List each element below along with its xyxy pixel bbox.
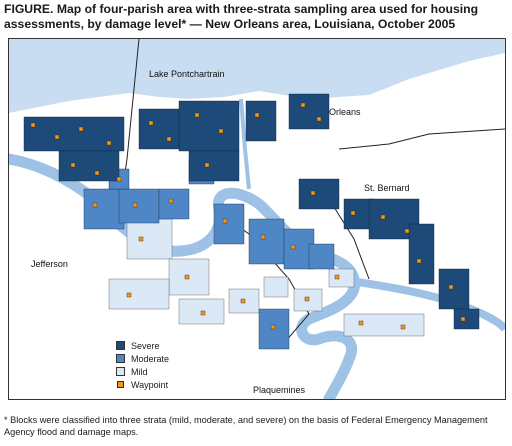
label-st-bernard: St. Bernard xyxy=(364,183,410,193)
legend-label-moderate: Moderate xyxy=(131,353,170,364)
legend-label-mild: Mild xyxy=(131,366,148,377)
legend-item-severe: Severe xyxy=(116,339,169,352)
map-svg: Lake Pontchartrain Orleans St. Bernard J… xyxy=(9,39,505,399)
legend-label-severe: Severe xyxy=(131,340,160,351)
waypoints xyxy=(30,102,466,330)
map-panel: Lake Pontchartrain Orleans St. Bernard J… xyxy=(8,38,506,400)
mild-swatch xyxy=(116,367,125,376)
label-orleans: Orleans xyxy=(329,107,361,117)
label-lake-pontchartrain: Lake Pontchartrain xyxy=(149,69,225,79)
legend-label-waypoint: Waypoint xyxy=(131,379,169,390)
figure-title: FIGURE. Map of four-parish area with thr… xyxy=(4,2,479,31)
severe-blocks xyxy=(23,93,480,330)
moderate-swatch xyxy=(116,354,125,363)
legend-item-mild: Mild xyxy=(116,365,169,378)
label-plaquemines: Plaquemines xyxy=(253,385,306,395)
legend-item-moderate: Moderate xyxy=(116,352,169,365)
legend-item-waypoint: Waypoint xyxy=(116,378,169,391)
map-legend: Severe Moderate Mild Waypoint xyxy=(116,339,170,391)
severe-swatch xyxy=(116,341,125,350)
label-jefferson: Jefferson xyxy=(31,259,68,269)
lake-pontchartrain xyxy=(9,39,505,113)
waypoint-swatch xyxy=(117,381,124,388)
industrial-canal xyxy=(239,98,251,190)
figure-footnote: * Blocks were classified into three stra… xyxy=(4,415,488,437)
